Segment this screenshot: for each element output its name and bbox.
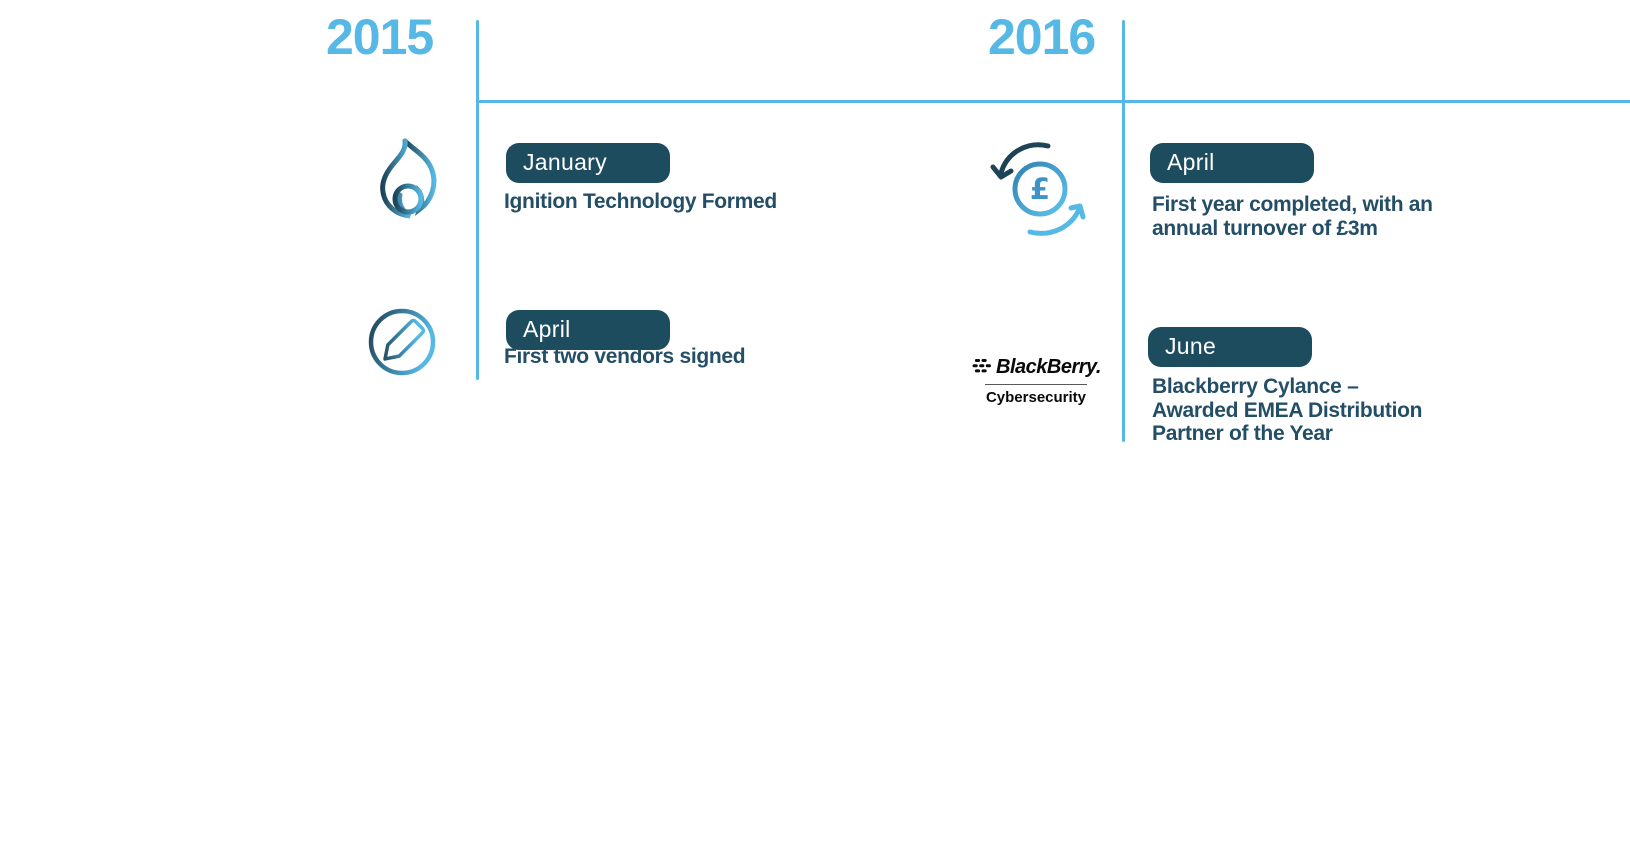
pencil-circle-icon <box>366 306 438 378</box>
month-badge-label: April <box>523 315 571 342</box>
timeline-axis-horizontal <box>477 100 1630 103</box>
month-badge-label: January <box>523 148 607 175</box>
event-description-line: First year completed, with an <box>1152 193 1433 216</box>
blackberry-dots-icon <box>971 359 992 376</box>
year-divider-line-2015 <box>476 20 479 380</box>
blackberry-brand-row: BlackBerry. <box>971 356 1101 379</box>
event-description-line: annual turnover of £3m <box>1152 216 1378 240</box>
month-badge-january-2015: January <box>506 143 670 183</box>
pound-refresh-icon: £ <box>988 140 1100 238</box>
svg-text:£: £ <box>1030 172 1050 206</box>
event-description-line: Partner of the Year <box>1152 422 1333 445</box>
event-description-line: Ignition Technology Formed <box>504 190 777 213</box>
month-badge-april-2016: April <box>1150 143 1314 183</box>
event-description-line: First two vendors signed <box>504 345 746 368</box>
event-description-first-vendors: First two vendors signed <box>504 345 746 369</box>
event-description-line: Awarded EMEA Distribution <box>1152 398 1423 422</box>
event-description-first-year: First year completed, with an annual tur… <box>1152 193 1433 240</box>
blackberry-subtitle: Cybersecurity <box>985 389 1087 406</box>
month-badge-label: June <box>1165 332 1217 359</box>
blackberry-brand-text: BlackBerry. <box>996 356 1101 378</box>
event-description-line: Blackberry Cylance – <box>1152 375 1359 398</box>
event-description-blackberry-cylance: Blackberry Cylance – Awarded EMEA Distri… <box>1152 375 1422 446</box>
year-label-2016: 2016 <box>988 9 1096 65</box>
year-divider-line-2016 <box>1122 20 1125 442</box>
blackberry-logo: BlackBerry. Cybersecurity <box>971 356 1101 406</box>
month-badge-june-2016: June <box>1148 327 1312 367</box>
event-description-ignition-formed: Ignition Technology Formed <box>504 190 777 214</box>
month-badge-april-2015: April <box>506 310 670 350</box>
flame-icon <box>376 136 442 228</box>
blackberry-logo-divider <box>985 384 1087 385</box>
year-label-2015: 2015 <box>326 9 434 65</box>
month-badge-label: April <box>1167 148 1215 175</box>
